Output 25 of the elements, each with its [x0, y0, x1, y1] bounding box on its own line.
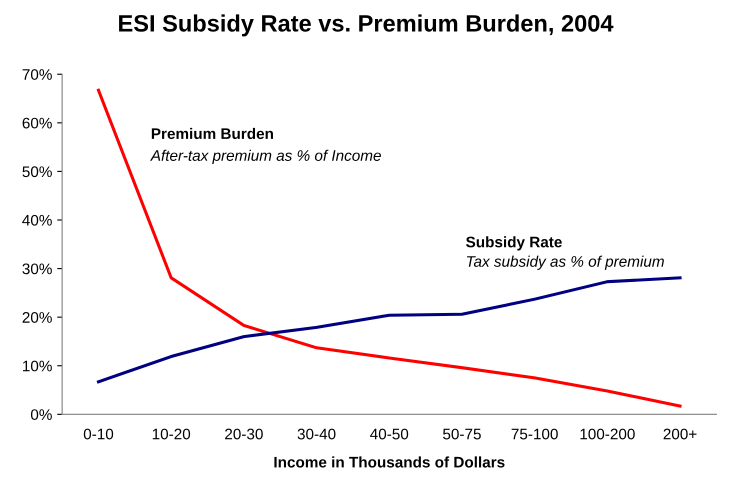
y-tick-label: 40% — [22, 214, 52, 226]
annotation: Tax subsidy as % of premium — [466, 256, 664, 270]
x-tick-label: 20-30 — [225, 428, 263, 440]
y-tick-label: 50% — [22, 166, 52, 178]
x-axis-title: Income in Thousands of Dollars — [274, 456, 505, 468]
chart-title: ESI Subsidy Rate vs. Premium Burden, 2004 — [119, 14, 614, 36]
line-series — [96, 276, 682, 384]
y-tick-label: 70% — [22, 69, 52, 80]
text: Subsidy Rate — [466, 236, 562, 250]
y-tick-label: 30% — [22, 263, 52, 274]
text: Premium Burden — [152, 128, 273, 140]
x-tick-label: 75-100 — [512, 428, 558, 440]
y-tick-label: 10% — [23, 360, 52, 372]
x-tick-label: 30-40 — [298, 428, 336, 440]
x-tick-label: 0-10 — [84, 428, 114, 440]
x-tick-label: 200+ — [664, 428, 696, 440]
annotation: After-tax premium as % of Income — [150, 150, 381, 164]
x-tick-label: 100-200 — [580, 428, 635, 440]
y-tick-label: 60% — [22, 118, 52, 129]
y-tick-label: 0% — [30, 409, 52, 420]
x-tick-label: 50-75 — [443, 428, 481, 440]
line-series — [96, 88, 682, 408]
y-tick-label: 20% — [22, 312, 52, 323]
x-tick-label: 40-50 — [370, 428, 408, 440]
x-tick-label: 10-20 — [152, 428, 190, 440]
